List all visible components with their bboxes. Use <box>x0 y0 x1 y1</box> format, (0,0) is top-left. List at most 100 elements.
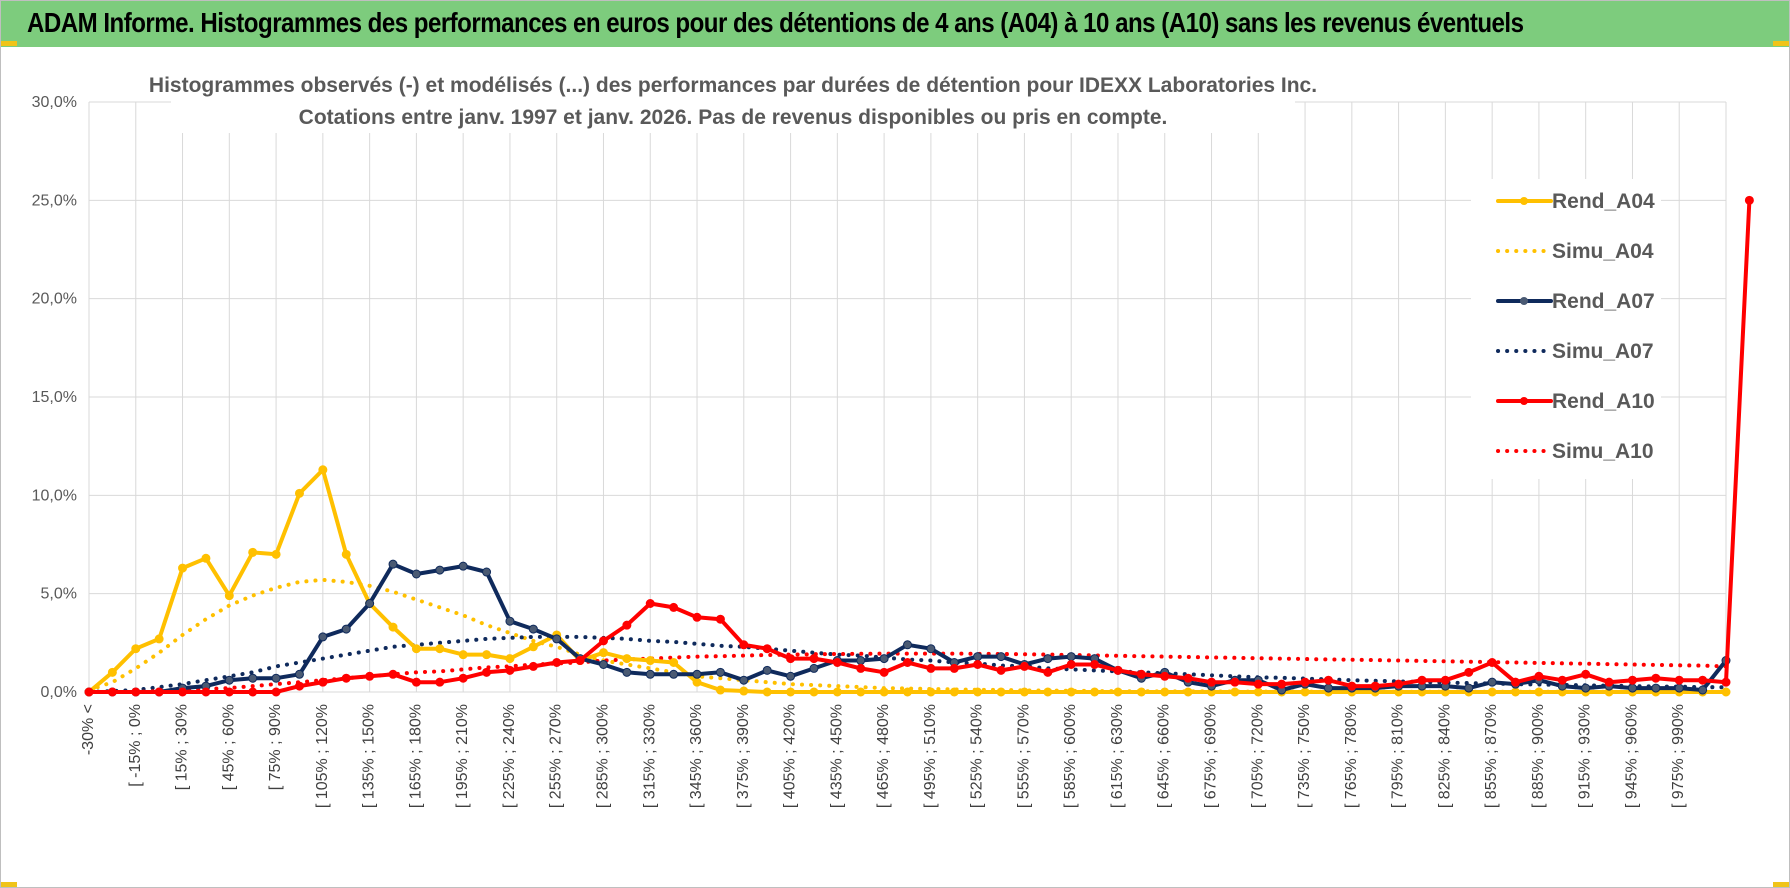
data-point <box>762 665 772 675</box>
x-tick-label: [ 405% ; 420% <box>782 704 799 808</box>
data-point <box>411 569 421 579</box>
data-point <box>1043 687 1053 697</box>
data-point <box>1674 683 1684 693</box>
data-point <box>552 634 562 644</box>
legend[interactable]: Rend_A04 Simu_A04 Rend_A07 Simu_A07 Rend_A10… <box>1471 179 1661 479</box>
legend-marker <box>1520 297 1528 305</box>
data-point <box>1581 683 1591 693</box>
data-point <box>692 612 702 622</box>
x-tick-label: [ 765% ; 780% <box>1343 704 1360 808</box>
x-tick-label: [ 105% ; 120% <box>314 704 331 808</box>
data-point <box>1066 659 1076 669</box>
header-banner: ADAM Informe. Histogrammes des performan… <box>1 1 1789 47</box>
data-point <box>1300 677 1310 687</box>
legend-label: Simu_A10 <box>1552 440 1654 463</box>
data-point <box>1698 685 1708 695</box>
x-tick-label: [ 855% ; 870% <box>1483 704 1500 808</box>
data-point <box>622 654 632 664</box>
data-point <box>1651 683 1661 693</box>
data-point <box>1183 673 1193 683</box>
data-point <box>1464 683 1474 693</box>
y-axis-ticks: 0,0% 5,0% 10,0% 15,0% 20,0% 25,0% 30,0% <box>32 94 77 701</box>
legend-marker <box>1520 197 1528 205</box>
x-tick-label: [ 795% ; 810% <box>1390 704 1407 808</box>
data-point <box>1113 687 1123 697</box>
x-tick-label: [ -15% ; 0% <box>127 704 144 787</box>
data-point <box>622 620 632 630</box>
data-point <box>1253 679 1263 689</box>
data-point <box>1674 675 1684 685</box>
legend-label: Rend_A10 <box>1552 390 1655 413</box>
data-point <box>762 644 772 654</box>
data-point <box>832 687 842 697</box>
data-point <box>435 677 445 687</box>
legend-label: Rend_A04 <box>1552 190 1655 213</box>
data-point <box>973 652 983 662</box>
data-point <box>926 687 936 697</box>
x-tick-label: -30% < <box>80 704 97 755</box>
data-point <box>271 687 281 697</box>
data-point <box>1394 679 1404 689</box>
data-point <box>856 687 866 697</box>
data-point <box>786 654 796 664</box>
data-point <box>131 644 141 654</box>
data-point <box>1370 681 1380 691</box>
data-point <box>505 616 515 626</box>
data-point <box>575 656 585 666</box>
x-tick-label: [ 45% ; 60% <box>220 704 237 790</box>
y-tick-label: 30,0% <box>32 94 77 111</box>
data-point <box>178 687 188 697</box>
data-point <box>645 669 655 679</box>
data-point <box>809 654 819 664</box>
data-point <box>1651 673 1661 683</box>
x-tick-label: [ 435% ; 450% <box>828 704 845 808</box>
legend-label: Rend_A07 <box>1552 290 1655 313</box>
data-point <box>201 687 211 697</box>
data-point <box>458 561 468 571</box>
data-point <box>224 687 234 697</box>
data-point <box>435 644 445 654</box>
data-point <box>388 559 398 569</box>
x-tick-label: [ 645% ; 660% <box>1156 704 1173 808</box>
data-point <box>692 677 702 687</box>
data-point <box>341 673 351 683</box>
x-tick-label: [ 255% ; 270% <box>548 704 565 808</box>
data-point <box>1136 687 1146 697</box>
data-point <box>224 675 234 685</box>
y-tick-label: 5,0% <box>41 586 77 603</box>
data-point <box>926 644 936 654</box>
data-point <box>505 665 515 675</box>
data-point <box>903 658 912 667</box>
data-point <box>1557 675 1567 685</box>
data-point <box>248 547 258 557</box>
data-point <box>1207 677 1217 687</box>
data-point <box>365 599 375 608</box>
data-point <box>1464 667 1474 677</box>
data-point <box>1183 687 1193 697</box>
chart-title-group: Histogrammes observés (-) et modélisés (… <box>149 67 1317 133</box>
data-point <box>645 599 655 608</box>
data-point <box>879 687 889 697</box>
y-tick-label: 25,0% <box>32 192 77 209</box>
data-point <box>786 671 796 681</box>
data-point <box>832 658 842 667</box>
corner-accent-right <box>1773 41 1789 46</box>
data-point <box>1487 677 1497 687</box>
data-point <box>84 687 94 697</box>
x-tick-label: [ 525% ; 540% <box>969 704 986 808</box>
data-point <box>1347 681 1357 691</box>
data-point <box>131 687 141 697</box>
data-point <box>973 659 983 669</box>
x-tick-label: [ 345% ; 360% <box>688 704 705 808</box>
data-point <box>809 687 819 697</box>
data-point <box>552 658 562 667</box>
data-point <box>879 654 889 664</box>
chart-subtitle: Cotations entre janv. 1997 et janv. 2026… <box>299 106 1168 129</box>
data-point <box>1534 671 1544 681</box>
data-point <box>926 663 936 673</box>
data-point <box>154 634 164 644</box>
y-tick-label: 20,0% <box>32 291 77 308</box>
data-point <box>739 640 749 650</box>
data-point <box>154 687 164 697</box>
data-point <box>482 667 492 677</box>
